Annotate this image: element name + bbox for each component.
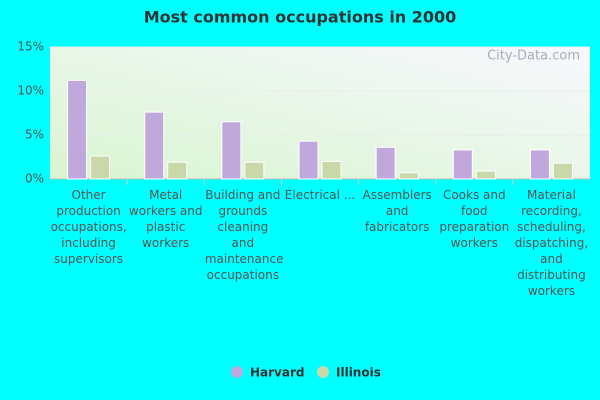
bar xyxy=(552,162,573,180)
bar xyxy=(90,155,111,180)
x-tick-label: Assemblers and fabricators xyxy=(362,188,432,234)
bar xyxy=(398,172,419,180)
x-tick-label: Metal workers and plastic workers xyxy=(128,188,203,250)
x-tick-label: Building and grounds cleaning and mainte… xyxy=(204,188,284,282)
bar xyxy=(375,146,396,180)
y-tick-label: 0% xyxy=(25,172,44,186)
x-tick-label: Electrical ... xyxy=(284,188,356,202)
bar xyxy=(244,161,265,180)
bar xyxy=(529,149,550,180)
x-tick-label: Cooks and food preparation workers xyxy=(439,188,510,250)
bar xyxy=(144,111,165,180)
y-tick-label: 10% xyxy=(17,84,44,98)
y-tick-label: 5% xyxy=(25,128,44,142)
legend-label: Harvard xyxy=(250,366,305,380)
bar xyxy=(321,160,342,180)
legend-label: Illinois xyxy=(336,366,381,380)
watermark: City-Data.com xyxy=(487,49,580,64)
bar xyxy=(167,161,188,180)
bar xyxy=(221,121,242,180)
x-tick-label: Other production occupations, including … xyxy=(50,188,127,266)
bar xyxy=(452,149,473,180)
y-tick-label: 15% xyxy=(17,40,44,54)
bar xyxy=(475,170,496,180)
legend-marker xyxy=(317,366,329,378)
x-tick-label: Material recording, scheduling, dispatch… xyxy=(514,188,589,298)
bar xyxy=(67,79,88,180)
chart-title: Most common occupations in 2000 xyxy=(144,8,457,27)
bar xyxy=(298,140,319,180)
legend-marker xyxy=(231,366,243,378)
plot-area xyxy=(50,47,590,179)
